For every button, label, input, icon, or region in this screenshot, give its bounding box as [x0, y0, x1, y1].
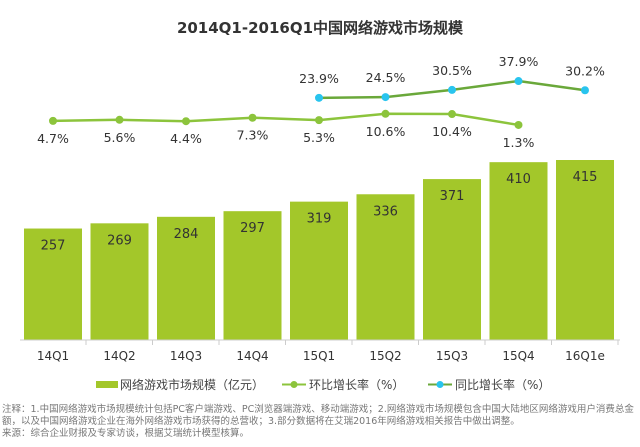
- data-label: 7.3%: [237, 128, 269, 143]
- data-label: 4.4%: [170, 131, 202, 146]
- point: [448, 110, 456, 119]
- x-tick-label: 15Q3: [436, 349, 468, 363]
- bar-14Q4: [223, 211, 282, 340]
- legend-marker: [290, 381, 298, 388]
- x-tick-label: 15Q4: [502, 349, 534, 363]
- legend: 网络游戏市场规模（亿元） 环比增长率（%） 同比增长率（%）: [96, 377, 550, 392]
- data-label: 10.4%: [432, 124, 472, 139]
- point: [315, 116, 323, 125]
- x-tick-label: 14Q2: [103, 349, 135, 363]
- data-label: 30.5%: [432, 63, 472, 78]
- point: [115, 115, 124, 124]
- x-tick-label: 15Q2: [369, 349, 401, 363]
- point: [581, 86, 589, 95]
- data-label: 24.5%: [366, 70, 406, 85]
- data-label: 30.2%: [565, 63, 605, 78]
- footnotes: 注释：1.中国网络游戏市场规模统计包括PC客户端游戏、PC浏览器端游戏、移动端游…: [2, 404, 638, 440]
- bar-label: 415: [573, 170, 598, 185]
- qoq-line: [52, 112, 519, 127]
- data-label: 37.9%: [499, 54, 539, 69]
- point: [381, 93, 390, 102]
- bar-label: 297: [240, 221, 265, 236]
- chart-title: 2014Q1-2016Q1中国网络游戏市场规模: [177, 19, 464, 37]
- point: [248, 113, 257, 122]
- bar-16Q1e: [556, 160, 614, 340]
- data-label: 5.6%: [104, 130, 136, 145]
- point: [315, 93, 323, 102]
- bar-label: 410: [506, 172, 531, 187]
- bar-label: 319: [307, 212, 332, 227]
- x-tick-label: 16Q1e: [565, 349, 605, 363]
- source-text: 来源：综合企业财报及专家访谈，根据艾瑞统计模型核算。: [2, 428, 250, 439]
- point: [514, 77, 523, 86]
- bar-label: 284: [174, 227, 199, 242]
- bar-15Q3: [423, 179, 481, 340]
- legend-label: 同比增长率（%）: [455, 377, 550, 392]
- x-tick-label: 14Q3: [170, 349, 202, 363]
- bar-label: 257: [41, 239, 66, 254]
- bar-15Q2: [356, 194, 415, 340]
- legend-label: 环比增长率（%）: [309, 377, 404, 392]
- data-label: 10.6%: [366, 124, 406, 139]
- bar-14Q3: [157, 216, 215, 340]
- x-tick-label: 15Q1: [303, 349, 335, 363]
- point: [381, 109, 390, 118]
- chart: 2014Q1-2016Q1中国网络游戏市场规模 257 269 284 297 319 3…: [20, 19, 620, 392]
- point: [448, 85, 456, 94]
- x-tick-label: 14Q1: [37, 349, 69, 363]
- x-tick-label: 14Q4: [236, 349, 268, 363]
- data-label: 5.3%: [303, 130, 335, 145]
- bar-label: 371: [440, 189, 465, 204]
- bar-label: 336: [373, 204, 398, 219]
- point: [182, 117, 190, 126]
- bar-label: 269: [107, 233, 132, 248]
- data-label: 4.7%: [37, 131, 69, 146]
- bar-15Q1: [290, 201, 348, 340]
- bar-15Q4: [489, 162, 548, 340]
- data-label: 1.3%: [503, 135, 535, 150]
- legend-bar-swatch: [96, 381, 118, 388]
- legend-label: 网络游戏市场规模（亿元）: [120, 377, 264, 392]
- bar-14Q1: [24, 228, 82, 340]
- note-text: 注释：1.中国网络游戏市场规模统计包括PC客户端游戏、PC浏览器端游戏、移动端游…: [2, 404, 634, 427]
- point: [49, 116, 57, 125]
- legend-marker: [436, 381, 444, 388]
- bar-14Q2: [90, 223, 149, 340]
- data-label: 23.9%: [299, 71, 339, 86]
- point: [514, 120, 523, 129]
